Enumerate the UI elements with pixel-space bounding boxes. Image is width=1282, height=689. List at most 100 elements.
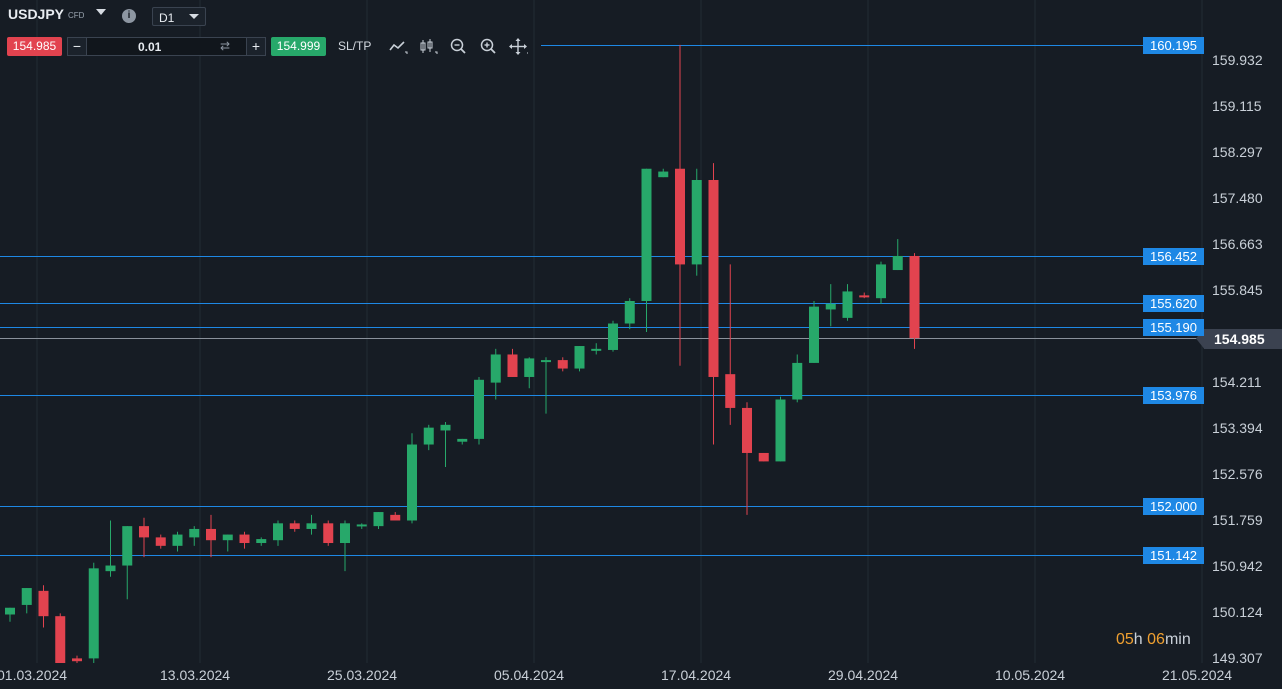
candle-body: [256, 539, 267, 544]
candle-body: [742, 407, 752, 453]
candle-body: [88, 568, 99, 659]
candle-1: [21, 588, 32, 614]
symbol-dropdown-icon[interactable]: [96, 9, 106, 15]
candle-body: [55, 616, 66, 663]
candle-body: [842, 291, 853, 318]
price-tick-5: 155.845: [1212, 282, 1263, 299]
candle-body: [423, 427, 434, 445]
price-tick-6: 154.211: [1212, 373, 1262, 390]
candle-32: [541, 357, 551, 414]
swap-icon[interactable]: ⇄: [220, 39, 231, 53]
candlesticks: [5, 44, 920, 663]
candle-body: [373, 512, 384, 527]
quantity-minus-button[interactable]: −: [68, 38, 87, 55]
zoom-in-icon[interactable]: [478, 37, 498, 56]
date-tick-5: 29.04.2024: [828, 667, 899, 683]
sltp-button[interactable]: SL/TP: [338, 39, 372, 53]
candle-18: [306, 514, 317, 535]
candle-body: [457, 438, 468, 442]
candle-body: [859, 295, 870, 298]
candle-5: [88, 562, 99, 663]
candle-body: [340, 523, 350, 544]
candle-24: [407, 433, 417, 524]
candle-47: [792, 354, 803, 403]
candle-body: [892, 255, 903, 271]
candle-2: [38, 585, 49, 628]
candle-14: [239, 531, 250, 549]
candle-body: [574, 346, 585, 369]
candle-39: [658, 168, 669, 178]
price-tick-2: 158.297: [1212, 144, 1263, 161]
candle-body: [675, 168, 685, 265]
price-tick-3: 157.480: [1212, 190, 1263, 206]
countdown-minutes: 06: [1147, 631, 1165, 648]
candle-7: [122, 526, 133, 600]
candles-icon[interactable]: [418, 37, 438, 56]
buy-button[interactable]: 154.999: [271, 37, 326, 56]
candle-body: [909, 255, 920, 339]
symbol-type: CFD: [68, 11, 85, 20]
level-tag-6[interactable]: 151.142: [1143, 547, 1204, 564]
sell-button[interactable]: 154.985: [7, 37, 62, 56]
date-tick-1: 13.03.2024: [160, 667, 231, 683]
candle-body: [407, 444, 417, 521]
candle-6: [105, 520, 116, 577]
candle-48: [809, 301, 819, 363]
zoom-out-icon[interactable]: [448, 37, 468, 56]
candle-body: [306, 523, 317, 529]
candle-body: [591, 348, 602, 351]
level-tag-0[interactable]: 160.195: [1143, 37, 1204, 54]
candle-body: [792, 362, 803, 400]
candle-body: [189, 528, 200, 538]
candle-body: [758, 452, 769, 462]
candle-body: [608, 323, 618, 350]
candle-54: [909, 253, 920, 349]
candle-body: [624, 301, 635, 324]
quantity-stepper[interactable]: − 0.01 ⇄ +: [67, 37, 266, 56]
candle-body: [691, 179, 702, 265]
level-tag-1[interactable]: 156.452: [1143, 248, 1204, 265]
timeframe-value: D1: [159, 11, 175, 25]
candle-body: [273, 523, 283, 541]
candle-33: [557, 357, 568, 372]
price-tick-0: 159.932: [1212, 52, 1263, 68]
price-tick-8: 152.576: [1212, 466, 1263, 482]
candle-53: [892, 239, 903, 271]
timeframe-select[interactable]: D1: [152, 7, 206, 26]
quantity-input[interactable]: 0.01: [138, 40, 162, 54]
line-chart-icon[interactable]: [388, 37, 408, 56]
candle-body: [21, 588, 32, 605]
level-tag-2[interactable]: 155.620: [1143, 295, 1204, 312]
candle-body: [206, 528, 216, 541]
candle-52: [876, 261, 886, 304]
date-tick-3: 05.04.2024: [494, 667, 565, 683]
level-tag-3[interactable]: 155.190: [1143, 319, 1204, 336]
price-tick-12: 149.307: [1212, 650, 1263, 666]
countdown-hours: 05: [1116, 631, 1134, 648]
candle-body: [239, 534, 250, 544]
candle-body: [139, 526, 149, 538]
candle-body: [5, 607, 15, 615]
candle-31: [524, 357, 535, 389]
candle-body: [809, 306, 819, 363]
candle-3: [55, 613, 66, 663]
candle-body: [390, 514, 401, 521]
candle-body: [38, 590, 49, 617]
candle-body: [105, 565, 116, 572]
move-icon[interactable]: [508, 37, 528, 56]
candle-37: [624, 298, 635, 330]
symbol-name[interactable]: USDJPY: [8, 6, 65, 22]
date-tick-2: 25.03.2024: [327, 667, 398, 683]
quantity-plus-button[interactable]: +: [246, 38, 265, 55]
price-tick-9: 151.759: [1212, 511, 1263, 528]
candle-40: [675, 44, 685, 366]
candle-body: [524, 358, 535, 377]
bar-countdown: 05h 06min: [1116, 631, 1191, 649]
candle-body: [490, 354, 501, 383]
level-tag-5[interactable]: 152.000: [1143, 498, 1204, 515]
candle-body: [658, 171, 669, 178]
info-icon[interactable]: i: [122, 9, 136, 23]
candle-41: [691, 168, 702, 276]
level-tag-4[interactable]: 153.976: [1143, 387, 1204, 404]
